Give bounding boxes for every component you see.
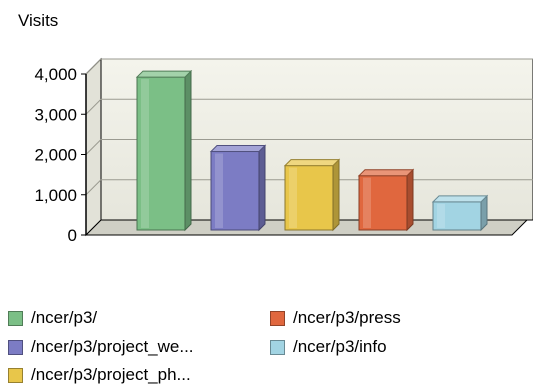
bar-front <box>210 151 260 231</box>
bar-highlight <box>289 167 297 228</box>
legend-item: /ncer/p3/press <box>270 306 401 330</box>
legend: /ncer/p3/ /ncer/p3/project_we... /ncer/p3/… <box>8 306 528 386</box>
bar <box>431 194 489 232</box>
legend-label: /ncer/p3/ <box>31 308 98 327</box>
legend-swatch <box>8 310 23 326</box>
y-tick-label: 0 <box>68 226 77 245</box>
legend-item: /ncer/p3/project_we... <box>8 335 194 359</box>
bar-side <box>332 158 340 232</box>
legend-label: /ncer/p3/project_ph... <box>31 365 191 384</box>
bar <box>283 158 341 232</box>
bar-top <box>283 159 341 167</box>
bar <box>135 69 193 232</box>
legend-item: /ncer/p3/project_ph... <box>8 363 191 387</box>
gridline-side <box>85 98 102 115</box>
y-tick-label: 2,000 <box>34 146 77 165</box>
legend-swatch <box>270 310 285 326</box>
bar-top <box>209 145 267 153</box>
gridline-side <box>85 139 102 155</box>
legend-item: /ncer/p3/ <box>8 306 97 330</box>
bar-front <box>136 76 186 231</box>
bar-highlight <box>215 153 223 228</box>
gridline-side <box>85 179 102 196</box>
bar <box>209 144 267 232</box>
bar-highlight <box>437 203 445 228</box>
y-tick-label: 3,000 <box>34 105 77 124</box>
bar-front <box>432 201 482 231</box>
legend-label: /ncer/p3/info <box>293 337 387 356</box>
legend-item: /ncer/p3/info <box>270 335 387 359</box>
bar-highlight <box>363 177 371 228</box>
bar-side <box>258 144 266 232</box>
bar-side <box>184 69 192 232</box>
bar-side <box>406 168 414 232</box>
bar-top <box>357 169 415 177</box>
bar-chart: Visits 4,000 3,000 2,000 1,000 0 <box>18 11 533 245</box>
gridline-side <box>85 58 102 75</box>
legend-label: /ncer/p3/project_we... <box>31 337 194 356</box>
bar-top <box>431 195 489 203</box>
bar-front <box>358 175 408 231</box>
legend-swatch <box>270 339 285 355</box>
bar <box>357 168 415 232</box>
bar-top <box>135 70 193 78</box>
bar-front <box>284 165 334 231</box>
y-tick-label: 1,000 <box>34 186 77 205</box>
legend-swatch <box>8 339 23 355</box>
legend-swatch <box>8 367 23 383</box>
legend-label: /ncer/p3/press <box>293 308 401 327</box>
bar-highlight <box>141 79 149 228</box>
y-tick-label: 4,000 <box>34 65 77 84</box>
y-axis-label: Visits <box>18 11 58 30</box>
